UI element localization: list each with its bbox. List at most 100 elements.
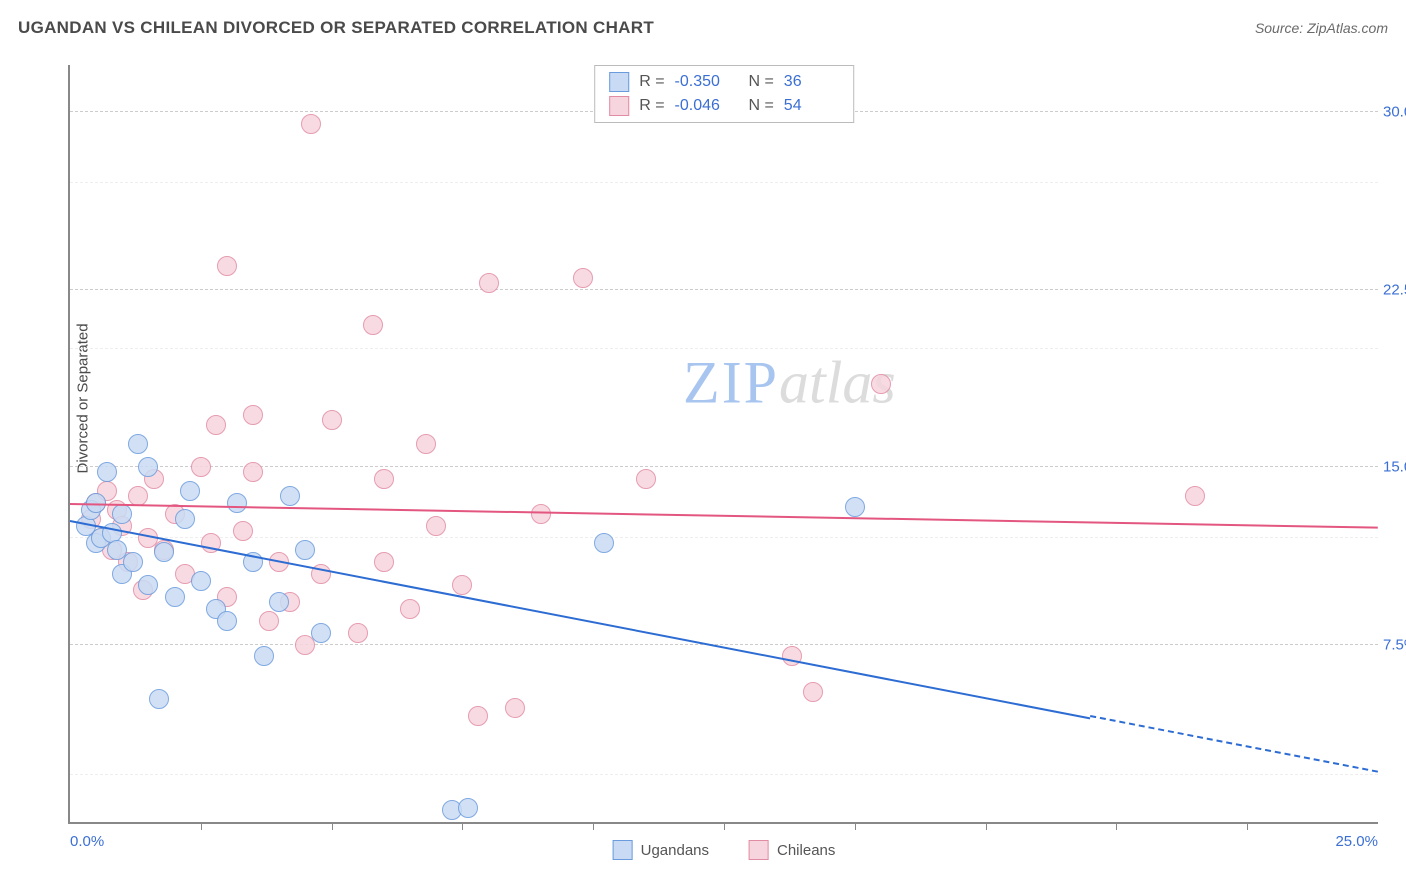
ugandans-point (269, 592, 289, 612)
chileans-point (1185, 486, 1205, 506)
source-label: Source: ZipAtlas.com (1255, 20, 1388, 36)
ugandans-point (97, 462, 117, 482)
n-label: N = (740, 97, 774, 115)
n-label: N = (740, 73, 774, 91)
swatch-chileans (609, 96, 629, 116)
x-tick (724, 822, 725, 830)
chileans-point (374, 552, 394, 572)
correlation-legend: R = -0.350 N = 36 R = -0.046 N = 54 (594, 65, 854, 123)
x-tick (1116, 822, 1117, 830)
chileans-point (782, 646, 802, 666)
chileans-point (259, 611, 279, 631)
ugandans-point (149, 689, 169, 709)
legend-item-ugandans: Ugandans (613, 840, 709, 860)
gridline-h-minor (70, 182, 1378, 183)
gridline-h-minor (70, 537, 1378, 538)
ugandans-point (191, 571, 211, 591)
legend-label-ugandans: Ugandans (641, 842, 709, 859)
chileans-point (322, 410, 342, 430)
gridline-h (70, 289, 1378, 290)
legend-label-chileans: Chileans (777, 842, 835, 859)
y-tick-label: 15.0% (1383, 459, 1406, 476)
series-legend: Ugandans Chileans (613, 840, 836, 860)
chileans-point (505, 698, 525, 718)
swatch-chileans (749, 840, 769, 860)
swatch-ugandans (609, 72, 629, 92)
y-tick-label: 22.5% (1383, 281, 1406, 298)
chileans-point (217, 256, 237, 276)
ugandans-point (154, 542, 174, 562)
n-value-chileans: 54 (784, 97, 839, 115)
x-tick (201, 822, 202, 830)
ugandans-point (311, 623, 331, 643)
ugandans-point (165, 587, 185, 607)
ugandans-point (458, 798, 478, 818)
x-tick (593, 822, 594, 830)
ugandans-point (138, 457, 158, 477)
ugandans-point (217, 611, 237, 631)
corr-row-chileans: R = -0.046 N = 54 (609, 94, 839, 118)
chileans-point (243, 462, 263, 482)
ugandans-point (175, 509, 195, 529)
r-label: R = (639, 73, 664, 91)
ugandans-point (123, 552, 143, 572)
ugandans-point (254, 646, 274, 666)
swatch-ugandans (613, 840, 633, 860)
x-tick-label: 0.0% (70, 833, 104, 850)
chileans-point (636, 469, 656, 489)
plot-area: ZIPatlas R =-0.350 N =36R =-0.046 N =54 … (68, 65, 1378, 824)
chileans-point (348, 623, 368, 643)
chileans-point (363, 315, 383, 335)
chart-container: Divorced or Separated ZIPatlas R =-0.350… (18, 55, 1388, 874)
corr-row-ugandans: R = -0.350 N = 36 (609, 70, 839, 94)
chileans-point (233, 521, 253, 541)
x-tick (986, 822, 987, 830)
x-tick-label: 25.0% (1335, 833, 1378, 850)
chileans-point (128, 486, 148, 506)
chileans-point (803, 682, 823, 702)
ugandans-point (138, 575, 158, 595)
gridline-h (70, 644, 1378, 645)
chileans-point (531, 504, 551, 524)
x-tick (462, 822, 463, 830)
ugandans-point (295, 540, 315, 560)
chileans-point (400, 599, 420, 619)
y-tick-label: 30.0% (1383, 104, 1406, 121)
chart-title: UGANDAN VS CHILEAN DIVORCED OR SEPARATED… (18, 18, 654, 38)
r-label: R = (639, 97, 664, 115)
ugandans-trendline-dashed (1090, 715, 1379, 775)
chileans-point (573, 268, 593, 288)
n-value-ugandans: 36 (784, 73, 839, 91)
gridline-h-minor (70, 774, 1378, 775)
gridline-h (70, 466, 1378, 467)
ugandans-point (227, 493, 247, 513)
chileans-point (468, 706, 488, 726)
chileans-point (452, 575, 472, 595)
ugandans-point (280, 486, 300, 506)
gridline-h-minor (70, 348, 1378, 349)
ugandans-point (112, 504, 132, 524)
y-tick-label: 7.5% (1383, 636, 1406, 653)
ugandans-point (180, 481, 200, 501)
ugandans-point (128, 434, 148, 454)
r-value-ugandans: -0.350 (675, 73, 730, 91)
x-tick (332, 822, 333, 830)
x-tick (1247, 822, 1248, 830)
chileans-point (871, 374, 891, 394)
chileans-trendline (70, 503, 1378, 529)
ugandans-point (845, 497, 865, 517)
legend-item-chileans: Chileans (749, 840, 835, 860)
chileans-point (206, 415, 226, 435)
watermark: ZIPatlas (683, 348, 896, 417)
chileans-point (191, 457, 211, 477)
chileans-point (426, 516, 446, 536)
chileans-point (301, 114, 321, 134)
chileans-point (243, 405, 263, 425)
x-tick (855, 822, 856, 830)
ugandans-point (594, 533, 614, 553)
chileans-point (374, 469, 394, 489)
chileans-point (416, 434, 436, 454)
watermark-zip: ZIP (683, 349, 779, 415)
r-value-chileans: -0.046 (675, 97, 730, 115)
chileans-point (479, 273, 499, 293)
